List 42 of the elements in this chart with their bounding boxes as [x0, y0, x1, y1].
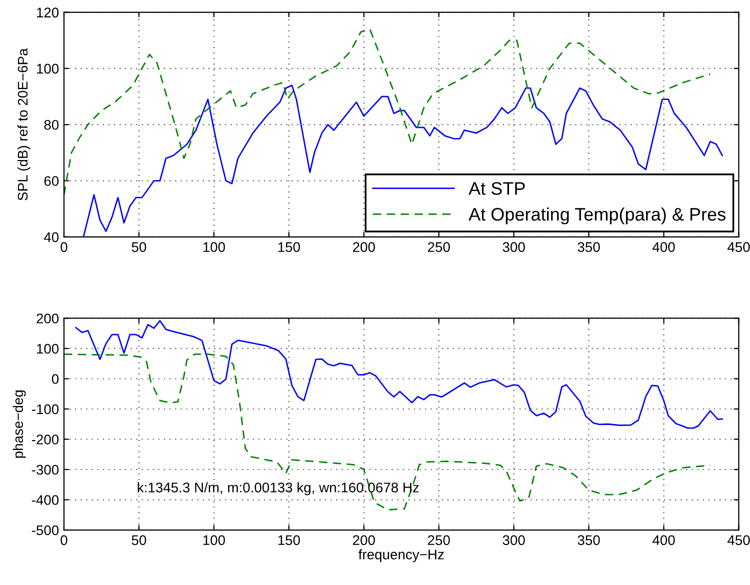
x-tick-label: 350	[578, 242, 600, 252]
x-tick-label: 200	[352, 535, 375, 546]
annotation: k:1345.3 N/m, m:0.00133 kg, wn:160.0678 Hz	[138, 482, 419, 496]
y-tick-label: -300	[32, 464, 59, 475]
x-axis-title: frequency−Hz	[358, 549, 444, 562]
x-tick-label: 250	[428, 535, 450, 546]
y-tick-label: -500	[32, 525, 59, 536]
y-tick-label: 200	[36, 314, 59, 324]
line-series	[75, 320, 723, 429]
y-tick-label: -100	[32, 404, 59, 414]
x-tick-label: 100	[203, 535, 225, 546]
legend-label: At Operating Temp(para) & Pres	[468, 207, 726, 224]
x-tick-label: 150	[278, 242, 300, 252]
x-tick-label: 200	[352, 242, 375, 252]
y-tick-label: 100	[37, 344, 59, 354]
x-tick-label: 450	[727, 535, 750, 546]
y-tick-label: 80	[44, 120, 59, 130]
x-tick-label: 450	[727, 242, 750, 252]
y-tick-label: 0	[52, 374, 59, 384]
x-tick-label: 400	[652, 242, 675, 252]
y-tick-label: -200	[32, 434, 59, 444]
y-tick-label: 60	[44, 176, 59, 186]
x-tick-label: 300	[502, 535, 525, 546]
x-tick-label: 300	[502, 242, 525, 252]
x-tick-label: 0	[60, 242, 68, 252]
x-tick-label: 400	[652, 535, 675, 546]
x-tick-label: 350	[578, 535, 600, 546]
y-axis-title: SPL (dB) ref to 20E−6Pa	[17, 48, 30, 200]
y-tick-label: 40	[44, 232, 59, 242]
x-tick-label: 50	[132, 242, 146, 252]
y-axis-title: phase−deg	[12, 390, 26, 458]
line-series	[64, 28, 711, 196]
x-tick-label: 100	[203, 242, 225, 252]
x-tick-label: 0	[60, 535, 68, 546]
y-tick-label: 120	[37, 8, 59, 18]
x-tick-label: 50	[132, 535, 146, 546]
x-tick-label: 150	[278, 535, 300, 546]
y-tick-label: 100	[37, 64, 59, 74]
y-tick-label: -400	[32, 495, 59, 505]
x-tick-label: 250	[428, 242, 450, 252]
legend-label: At STP	[468, 182, 525, 195]
line-series	[64, 354, 711, 510]
